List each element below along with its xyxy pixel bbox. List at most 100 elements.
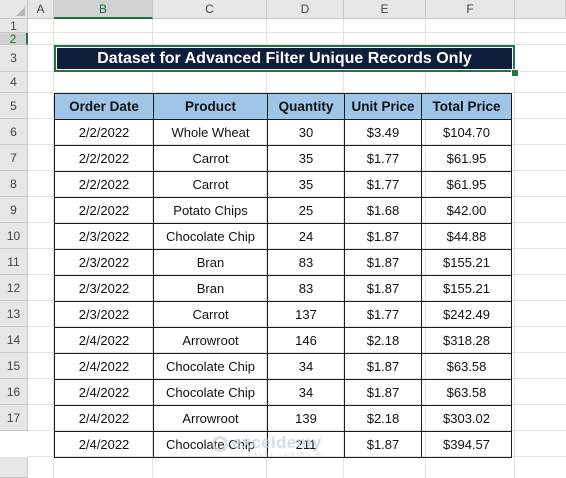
total-price-cell[interactable]: $42.00: [421, 197, 512, 224]
product-cell[interactable]: Potato Chips: [153, 197, 268, 224]
order-date-cell[interactable]: 2/3/2022: [54, 301, 154, 328]
product-cell[interactable]: Chocolate Chip: [153, 379, 268, 406]
header-quantity[interactable]: Quantity: [267, 93, 345, 120]
order-date-cell[interactable]: 2/4/2022: [54, 405, 154, 432]
row-header-15[interactable]: 15: [0, 353, 28, 379]
order-date-cell[interactable]: 2/4/2022: [54, 379, 154, 406]
row-header-8[interactable]: 8: [0, 171, 28, 197]
order-date-cell[interactable]: 2/2/2022: [54, 145, 154, 172]
quantity-cell[interactable]: 35: [267, 171, 345, 198]
gridline-horizontal: [28, 44, 566, 45]
total-price-cell[interactable]: $61.95: [421, 171, 512, 198]
total-price-cell[interactable]: $63.58: [421, 379, 512, 406]
unit-price-cell[interactable]: $1.87: [344, 275, 422, 302]
quantity-cell[interactable]: 30: [267, 119, 345, 146]
total-price-cell[interactable]: $104.70: [421, 119, 512, 146]
row-header-1[interactable]: 1: [0, 19, 28, 33]
unit-price-cell[interactable]: $1.87: [344, 223, 422, 250]
total-price-cell[interactable]: $44.88: [421, 223, 512, 250]
quantity-cell[interactable]: 25: [267, 197, 345, 224]
unit-price-cell[interactable]: $2.18: [344, 327, 422, 354]
total-price-cell[interactable]: $63.58: [421, 353, 512, 380]
unit-price-cell[interactable]: $3.49: [344, 119, 422, 146]
product-cell[interactable]: Bran: [153, 249, 268, 276]
order-date-cell[interactable]: 2/3/2022: [54, 249, 154, 276]
column-header-d[interactable]: D: [267, 0, 344, 19]
row-header-12[interactable]: 12: [0, 275, 28, 301]
column-header-b[interactable]: B: [54, 0, 153, 19]
quantity-cell[interactable]: 35: [267, 145, 345, 172]
row-header-11[interactable]: 11: [0, 249, 28, 275]
order-date-cell[interactable]: 2/2/2022: [54, 119, 154, 146]
product-cell[interactable]: Chocolate Chip: [153, 431, 268, 458]
row-header-10[interactable]: 10: [0, 223, 28, 249]
row-header-9[interactable]: 9: [0, 197, 28, 223]
title-merged-cell[interactable]: Dataset for Advanced Filter Unique Recor…: [54, 45, 515, 72]
quantity-cell[interactable]: 211: [267, 431, 345, 458]
column-header-e[interactable]: E: [344, 0, 426, 19]
row-header-5[interactable]: 5: [0, 93, 28, 119]
product-cell[interactable]: Chocolate Chip: [153, 223, 268, 250]
quantity-cell[interactable]: 24: [267, 223, 345, 250]
unit-price-cell[interactable]: $1.77: [344, 145, 422, 172]
row-header-3[interactable]: 3: [0, 45, 28, 72]
product-cell[interactable]: Whole Wheat: [153, 119, 268, 146]
total-price-cell[interactable]: $155.21: [421, 275, 512, 302]
order-date-cell[interactable]: 2/2/2022: [54, 197, 154, 224]
row-header-6[interactable]: 6: [0, 119, 28, 145]
unit-price-cell[interactable]: $1.77: [344, 301, 422, 328]
product-cell[interactable]: Arrowroot: [153, 327, 268, 354]
product-cell[interactable]: Carrot: [153, 301, 268, 328]
quantity-cell[interactable]: 83: [267, 275, 345, 302]
total-price-cell[interactable]: $318.28: [421, 327, 512, 354]
product-cell[interactable]: Carrot: [153, 171, 268, 198]
row-header-17[interactable]: 17: [0, 405, 28, 431]
row-header-16[interactable]: 16: [0, 379, 28, 405]
fill-handle[interactable]: [511, 69, 519, 77]
header-total-price[interactable]: Total Price: [421, 93, 512, 120]
product-cell[interactable]: Chocolate Chip: [153, 353, 268, 380]
unit-price-cell[interactable]: $1.77: [344, 171, 422, 198]
row-header-13[interactable]: 13: [0, 301, 28, 327]
total-price-cell[interactable]: $61.95: [421, 145, 512, 172]
unit-price-cell[interactable]: $1.87: [344, 353, 422, 380]
column-header-a[interactable]: A: [28, 0, 54, 19]
select-all-corner[interactable]: [0, 0, 28, 19]
total-price-cell[interactable]: $303.02: [421, 405, 512, 432]
product-cell[interactable]: Bran: [153, 275, 268, 302]
row-header-14[interactable]: 14: [0, 327, 28, 353]
unit-price-cell[interactable]: $1.68: [344, 197, 422, 224]
quantity-cell[interactable]: 137: [267, 301, 345, 328]
quantity-cell[interactable]: 34: [267, 353, 345, 380]
order-date-cell[interactable]: 2/2/2022: [54, 171, 154, 198]
row-header-7[interactable]: 7: [0, 145, 28, 171]
header-order-date[interactable]: Order Date: [54, 93, 154, 120]
total-price-cell[interactable]: $155.21: [421, 249, 512, 276]
row-header-4[interactable]: 4: [0, 72, 28, 93]
product-cell[interactable]: Arrowroot: [153, 405, 268, 432]
column-header-c[interactable]: C: [153, 0, 267, 19]
order-date-cell[interactable]: 2/4/2022: [54, 353, 154, 380]
table-row: 2/4/2022 Chocolate Chip 34 $1.87 $63.58: [54, 379, 512, 406]
order-date-cell[interactable]: 2/3/2022: [54, 223, 154, 250]
total-price-cell[interactable]: $394.57: [421, 431, 512, 458]
watermark-text: exceldemy: [232, 433, 322, 452]
unit-price-cell[interactable]: $1.87: [344, 379, 422, 406]
row-header-2[interactable]: 2: [0, 33, 28, 45]
quantity-cell[interactable]: 34: [267, 379, 345, 406]
unit-price-cell[interactable]: $1.87: [344, 249, 422, 276]
total-price-cell[interactable]: $242.49: [421, 301, 512, 328]
quantity-cell[interactable]: 146: [267, 327, 345, 354]
unit-price-cell[interactable]: $1.87: [344, 431, 422, 458]
column-header-f[interactable]: F: [426, 0, 515, 19]
row-header-empty: [0, 457, 28, 478]
header-unit-price[interactable]: Unit Price: [344, 93, 422, 120]
unit-price-cell[interactable]: $2.18: [344, 405, 422, 432]
order-date-cell[interactable]: 2/4/2022: [54, 327, 154, 354]
order-date-cell[interactable]: 2/4/2022: [54, 431, 154, 458]
order-date-cell[interactable]: 2/3/2022: [54, 275, 154, 302]
header-product[interactable]: Product: [153, 93, 268, 120]
quantity-cell[interactable]: 83: [267, 249, 345, 276]
product-cell[interactable]: Carrot: [153, 145, 268, 172]
quantity-cell[interactable]: 139: [267, 405, 345, 432]
